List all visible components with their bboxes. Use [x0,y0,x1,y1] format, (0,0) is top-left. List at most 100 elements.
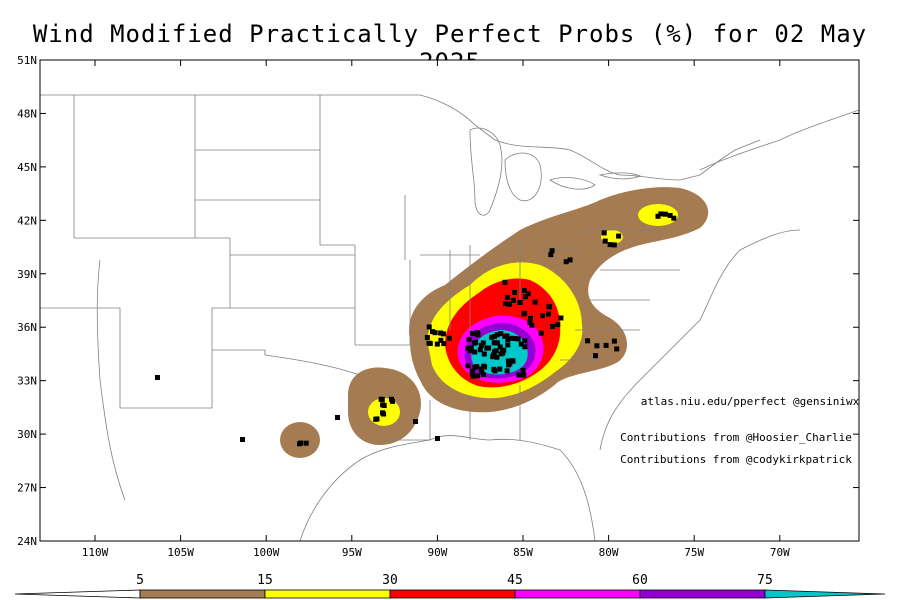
report-marker [435,436,440,441]
report-marker [472,364,478,370]
lat-label: 36N [17,321,37,334]
report-marker [502,279,508,285]
report-marker [465,363,471,369]
report-marker [567,257,573,263]
report-marker [550,324,555,329]
lon-label: 75W [684,546,704,559]
report-marker [512,290,518,295]
report-marker [547,304,553,310]
lat-label: 27N [17,482,37,495]
report-marker [474,330,480,335]
longitude-axis: 110W 105W 100W 95W 90W 85W 80W 75W 70W [82,60,790,559]
lon-label: 70W [770,546,790,559]
report-marker [529,322,535,328]
report-marker [555,322,561,328]
report-marker [505,342,511,348]
plot-frame [39,59,860,542]
lon-label: 105W [167,546,194,559]
report-marker [503,301,509,307]
boundaries [40,94,859,541]
report-marker [525,291,531,297]
report-marker [155,375,160,380]
report-marker [492,334,497,339]
report-marker [522,294,528,300]
report-marker [516,372,522,378]
report-marker [426,324,432,330]
report-marker [505,337,511,342]
report-marker [475,373,481,379]
colorbar-label: 45 [507,573,523,588]
colorbar-label: 15 [257,573,273,588]
colorbar-segment [764,589,886,599]
report-marker [601,230,607,236]
report-marker [549,248,555,254]
report-marker [611,338,617,344]
report-marker [522,344,528,350]
report-marker [477,347,483,353]
report-marker [532,299,538,305]
report-marker [614,346,620,352]
report-marker [558,315,564,321]
report-marker [303,440,309,446]
report-marker [481,363,487,369]
report-marker [667,213,673,218]
lat-label: 39N [17,268,37,281]
report-marker [520,367,526,373]
report-marker [563,259,569,265]
report-marker [494,332,500,338]
canada-border [40,94,761,181]
report-marker [522,288,527,293]
report-marker [518,341,524,347]
report-marker [446,335,452,341]
credit-contrib-2: Contributions from @codykirkpatrick [620,453,852,466]
lon-label: 95W [342,546,362,559]
colorbar-label: 5 [136,573,144,588]
report-marker [438,330,444,336]
report-marker [515,336,521,342]
lat-label: 33N [17,375,37,388]
report-marker [611,242,617,248]
colorbar-label: 60 [632,573,648,588]
report-marker [509,335,515,341]
credit-source: atlas.niu.edu/pperfect @gensiniwx [641,395,860,408]
report-marker [380,402,386,408]
report-marker [585,338,591,344]
credit-contrib-1: Contributions from @Hoosier_Charlie [620,431,852,444]
report-marker [484,345,490,351]
state-lines [40,95,680,441]
report-marker [478,343,484,348]
report-marker [430,329,435,335]
lat-label: 30N [17,428,37,441]
report-marker [379,396,385,402]
lat-label: 45N [17,161,37,174]
report-marker [540,313,546,319]
lon-label: 110W [82,546,109,559]
report-marker [466,336,472,342]
lat-label: 48N [17,107,37,120]
lon-label: 90W [427,546,447,559]
lat-label: 24N [17,535,37,548]
lon-label: 100W [253,546,280,559]
report-marker [492,368,498,374]
report-marker [616,233,622,239]
lat-label: 51N [17,54,37,67]
report-marker [502,333,508,339]
report-marker [507,301,512,307]
colorbar-segment [14,589,141,599]
report-marker [389,396,394,402]
report-marker [434,341,440,347]
report-marker [381,411,387,417]
report-marker [469,370,475,376]
report-marker [662,211,668,217]
report-marker [413,419,418,424]
report-marker [432,330,438,336]
report-marker [504,368,510,374]
report-marker [507,360,513,366]
report-marker [427,341,433,346]
report-marker [468,345,474,351]
report-marker [497,344,503,350]
report-marker [481,372,486,378]
report-marker [655,213,661,219]
report-marker [481,351,487,357]
